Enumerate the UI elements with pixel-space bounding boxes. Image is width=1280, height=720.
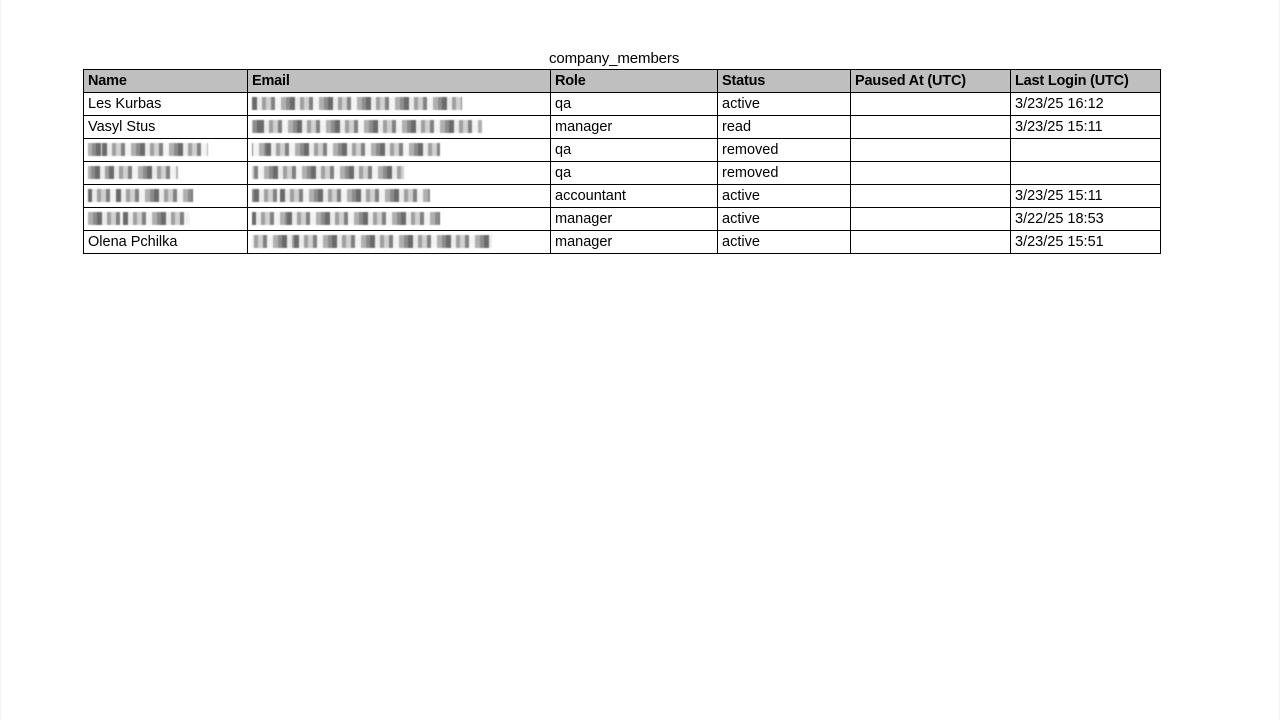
cell-last_login[interactable]: 3/23/25 16:12 (1010, 92, 1161, 116)
company-members-table: Name Email Role Status Paused At (UTC) L… (83, 69, 1161, 254)
cell-paused_at[interactable] (850, 207, 1011, 231)
cell-status[interactable]: removed (717, 138, 851, 162)
cell-text: 3/23/25 15:11 (1015, 119, 1103, 135)
cell-role[interactable]: qa (550, 92, 718, 116)
cell-paused_at[interactable] (850, 230, 1011, 254)
cell-role[interactable]: manager (550, 207, 718, 231)
redacted-value (88, 143, 208, 156)
redacted-value (88, 189, 193, 202)
redacted-value (252, 212, 440, 225)
cell-role[interactable]: manager (550, 115, 718, 139)
cell-text: 3/23/25 16:12 (1015, 96, 1104, 112)
cell-email[interactable] (247, 115, 551, 139)
table-row[interactable]: Les Kurbas qa active 3/23/25 16:12 (83, 92, 1161, 116)
cell-last_login[interactable]: 3/23/25 15:51 (1010, 230, 1161, 254)
cell-status[interactable]: active (717, 207, 851, 231)
cell-last_login[interactable] (1010, 161, 1161, 185)
cell-status[interactable]: active (717, 230, 851, 254)
cell-text: manager (555, 119, 613, 135)
cell-status[interactable]: removed (717, 161, 851, 185)
column-header-email[interactable]: Email (247, 69, 551, 93)
cell-text: manager (555, 211, 613, 227)
cell-text: qa (555, 96, 572, 112)
redacted-value (252, 235, 492, 248)
cell-last_login[interactable]: 3/23/25 15:11 (1010, 115, 1161, 139)
cell-text: active (722, 188, 760, 204)
cell-email[interactable] (247, 184, 551, 208)
table-row[interactable]: Vasyl Stus manager read 3/23/25 15:11 (83, 115, 1161, 139)
redacted-value (252, 166, 404, 179)
cell-text: 3/23/25 15:11 (1015, 188, 1103, 204)
cell-paused_at[interactable] (850, 115, 1011, 139)
column-header-role[interactable]: Role (550, 69, 718, 93)
column-header-status[interactable]: Status (717, 69, 851, 93)
table-row[interactable]: accountant active 3/23/25 15:11 (83, 184, 1161, 208)
table-title: company_members (549, 50, 680, 67)
cell-role[interactable]: qa (550, 138, 718, 162)
redacted-value (88, 212, 190, 225)
cell-name[interactable] (83, 207, 248, 231)
cell-text: manager (555, 234, 613, 250)
cell-text: qa (555, 165, 572, 181)
cell-name[interactable]: Olena Pchilka (83, 230, 248, 254)
cell-status[interactable]: active (717, 184, 851, 208)
cell-role[interactable]: manager (550, 230, 718, 254)
cell-email[interactable] (247, 230, 551, 254)
cell-email[interactable] (247, 161, 551, 185)
cell-role[interactable]: qa (550, 161, 718, 185)
column-header-name[interactable]: Name (83, 69, 248, 93)
cell-paused_at[interactable] (850, 184, 1011, 208)
column-header-last-login[interactable]: Last Login (UTC) (1010, 69, 1161, 93)
cell-name[interactable] (83, 161, 248, 185)
redacted-value (88, 166, 178, 179)
cell-paused_at[interactable] (850, 138, 1011, 162)
cell-last_login[interactable] (1010, 138, 1161, 162)
cell-text: Vasyl Stus (88, 119, 156, 135)
cell-text: active (722, 211, 760, 227)
table-header-row: Name Email Role Status Paused At (UTC) L… (83, 69, 1161, 93)
cell-paused_at[interactable] (850, 92, 1011, 116)
cell-name[interactable]: Les Kurbas (83, 92, 248, 116)
redacted-value (252, 189, 430, 202)
cell-text: qa (555, 142, 572, 158)
cell-email[interactable] (247, 207, 551, 231)
redacted-value (252, 120, 482, 133)
redacted-value (252, 97, 462, 110)
cell-email[interactable] (247, 92, 551, 116)
cell-text: read (722, 119, 752, 135)
table-row[interactable]: qa removed (83, 161, 1161, 185)
cell-text: Olena Pchilka (88, 234, 178, 250)
cell-paused_at[interactable] (850, 161, 1011, 185)
cell-email[interactable] (247, 138, 551, 162)
cell-text: 3/23/25 15:51 (1015, 234, 1104, 250)
table-row[interactable]: Olena Pchilka manager active 3/23/25 15:51 (83, 230, 1161, 254)
cell-status[interactable]: read (717, 115, 851, 139)
redacted-value (252, 143, 440, 156)
cell-text: removed (722, 165, 779, 181)
table-row[interactable]: manager active 3/22/25 18:53 (83, 207, 1161, 231)
table-header: Name Email Role Status Paused At (UTC) L… (83, 69, 1161, 93)
cell-text: Les Kurbas (88, 96, 162, 112)
cell-text: accountant (555, 188, 626, 204)
cell-text: active (722, 234, 760, 250)
cell-name[interactable] (83, 184, 248, 208)
cell-last_login[interactable]: 3/23/25 15:11 (1010, 184, 1161, 208)
cell-last_login[interactable]: 3/22/25 18:53 (1010, 207, 1161, 231)
table-body: Les Kurbas qa active 3/23/25 16:12 Vasyl Stu… (83, 92, 1161, 254)
cell-role[interactable]: accountant (550, 184, 718, 208)
column-header-paused-at[interactable]: Paused At (UTC) (850, 69, 1011, 93)
cell-name[interactable] (83, 138, 248, 162)
cell-name[interactable]: Vasyl Stus (83, 115, 248, 139)
cell-status[interactable]: active (717, 92, 851, 116)
cell-text: 3/22/25 18:53 (1015, 211, 1104, 227)
cell-text: removed (722, 142, 779, 158)
cell-text: active (722, 96, 760, 112)
table-row[interactable]: qa removed (83, 138, 1161, 162)
